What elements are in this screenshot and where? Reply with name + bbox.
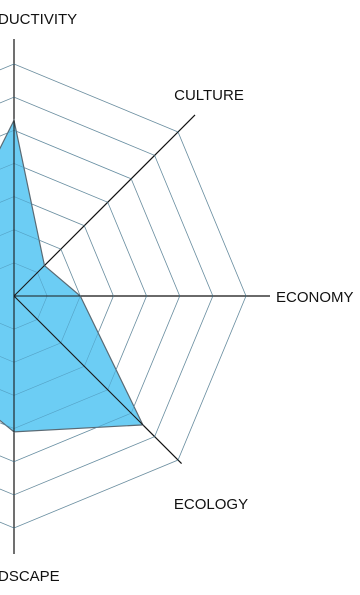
axis-label-ecology: ECOLOGY xyxy=(174,496,248,513)
axis-label-landscape: DSCAPE xyxy=(0,568,60,585)
axis-label-economy: ECONOMY xyxy=(276,289,354,306)
axis-label-culture: CULTURE xyxy=(174,87,244,104)
axis-label-productivity: DUCTIVITY xyxy=(0,11,77,28)
series-area xyxy=(0,120,143,432)
